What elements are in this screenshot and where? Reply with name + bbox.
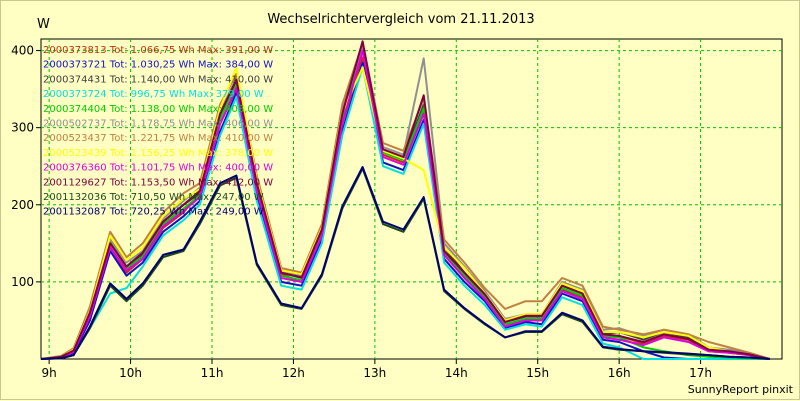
x-tick-label: 15h xyxy=(526,366,549,380)
legend-entry-2000373721: 2000373721 Tot: 1.030,25 Wh Max: 384,00 … xyxy=(43,60,273,71)
plot-area xyxy=(40,38,783,360)
x-tick-label: 14h xyxy=(445,366,468,380)
x-tick-label: 11h xyxy=(201,366,224,380)
legend-entry-2000374404: 2000374404 Tot: 1.138,00 Wh Max: 403,00 … xyxy=(43,104,273,115)
y-tick-label: 400 xyxy=(11,44,34,58)
legend-entry-2000373724: 2000373724 Tot: 996,75 Wh Max: 379,00 W xyxy=(43,89,264,100)
chart-title: Wechselrichtervergleich vom 21.11.2013 xyxy=(267,12,535,27)
x-tick-label: 9h xyxy=(42,366,57,380)
legend-entry-2000376360: 2000376360 Tot: 1.101,75 Wh Max: 400,00 … xyxy=(43,163,273,174)
legend-entry-2001132087: 2001132087 Tot: 720,25 Wh Max: 249,00 W xyxy=(43,207,264,218)
legend-entry-2001129627: 2001129627 Tot: 1.153,50 Wh Max: 412,00 … xyxy=(43,177,273,188)
x-tick-label: 16h xyxy=(608,366,631,380)
credit-text: SunnyReport pinxit xyxy=(687,383,793,396)
x-tick-label: 10h xyxy=(119,366,142,380)
series-line-2001132087 xyxy=(40,166,770,360)
series-line-2000523439 xyxy=(40,66,770,360)
series-line-2000523437 xyxy=(40,41,771,360)
series-line-2000373724 xyxy=(40,65,770,360)
series-line-2000502737 xyxy=(40,44,771,360)
legend-entry-2001132036: 2001132036 Tot: 710,50 Wh Max: 247,00 W xyxy=(43,192,264,203)
series-line-2001129627 xyxy=(40,40,771,360)
y-tick-label: 300 xyxy=(11,121,34,135)
series-line-2000373721 xyxy=(40,61,770,360)
x-tick-label: 12h xyxy=(282,366,305,380)
x-tick-label: 13h xyxy=(363,366,386,380)
x-tick-label: 17h xyxy=(689,366,712,380)
y-axis-unit-label: W xyxy=(37,17,50,32)
legend-entry-2000374431: 2000374431 Tot: 1.140,00 Wh Max: 410,00 … xyxy=(43,74,273,85)
y-tick-label: 200 xyxy=(11,198,34,212)
series-line-2000376360 xyxy=(40,49,770,360)
legend-entry-2000502737: 2000502737 Tot: 1.178,75 Wh Max: 406,00 … xyxy=(43,119,273,130)
legend-entry-2000523439: 2000523439 Tot: 1.156,25 Wh Max: 378,00 … xyxy=(43,148,273,159)
legend-entry-2000523437: 2000523437 Tot: 1.221,75 Wh Max: 410,00 … xyxy=(43,133,273,144)
series-line-2000374404 xyxy=(40,47,770,360)
legend-entry-2000373813: 2000373813 Tot: 1.066,75 Wh Max: 391,00 … xyxy=(43,45,273,56)
y-tick-label: 100 xyxy=(11,275,34,289)
